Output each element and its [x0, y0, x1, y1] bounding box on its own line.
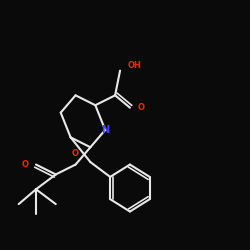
Text: N: N [101, 125, 109, 135]
Text: OH: OH [128, 61, 141, 70]
Text: O: O [72, 149, 79, 158]
Text: O: O [22, 160, 29, 169]
Text: O: O [137, 103, 144, 112]
